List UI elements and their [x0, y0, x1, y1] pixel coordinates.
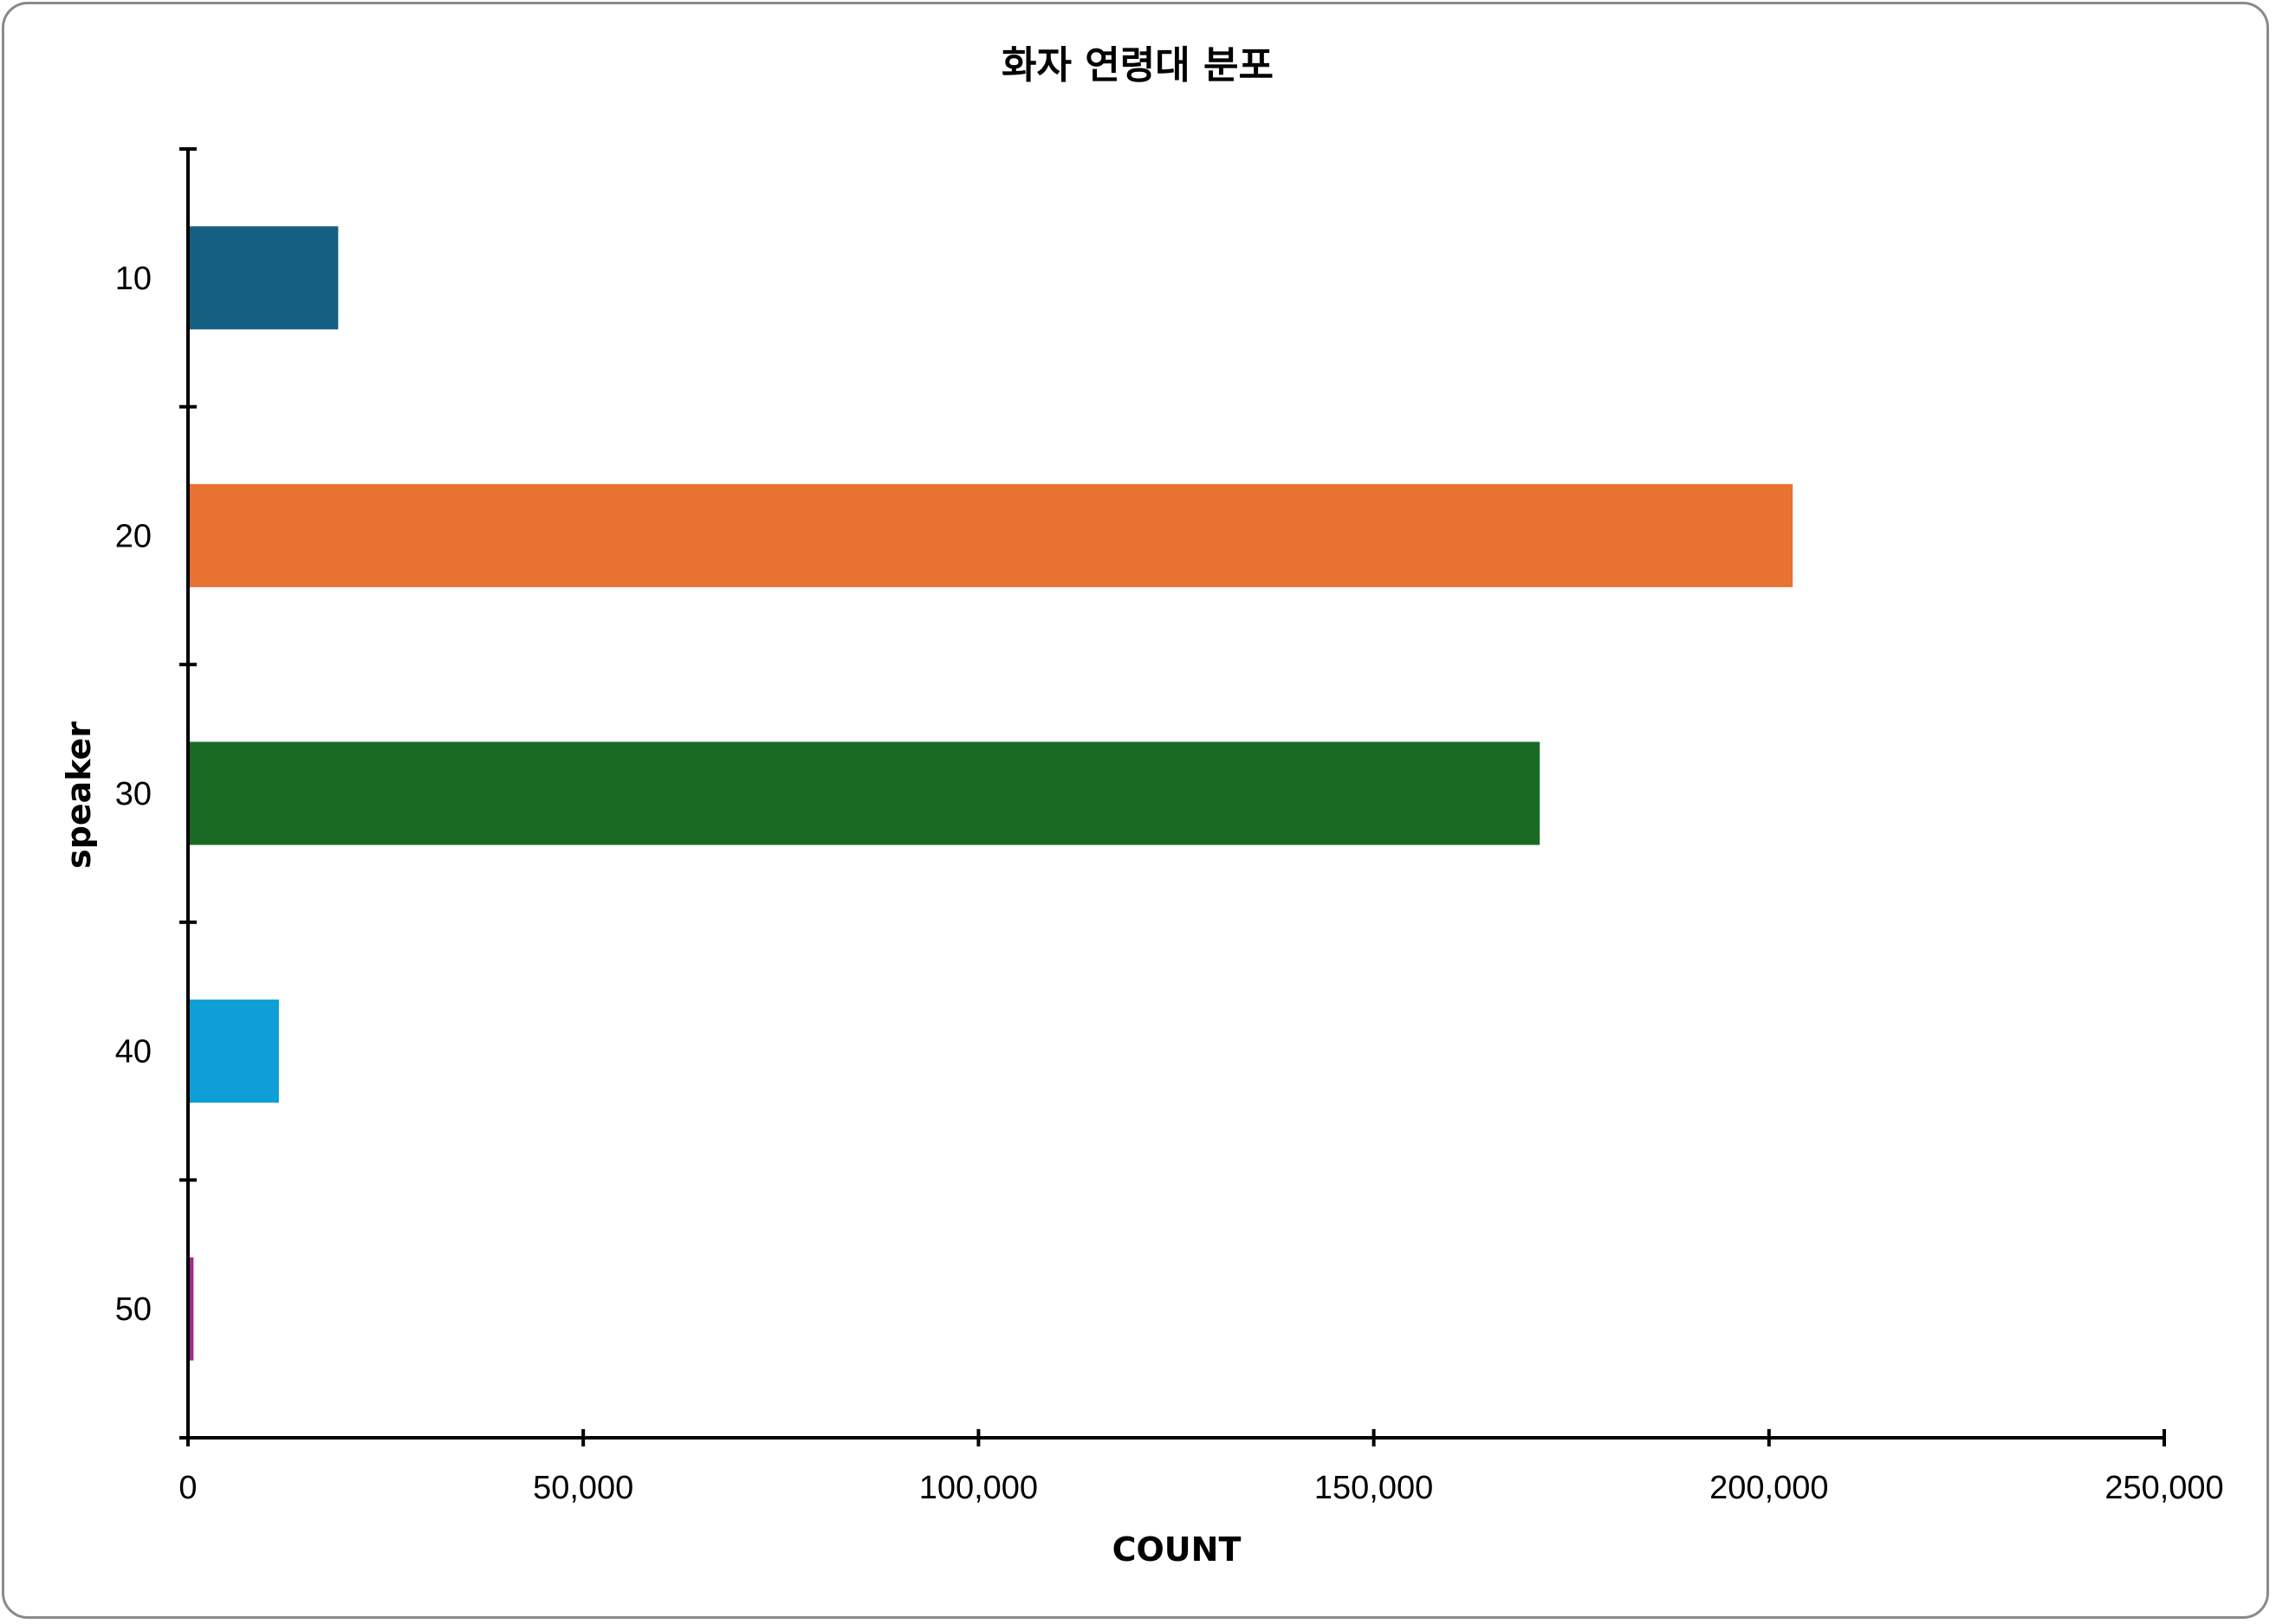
y-tick-label-50: 50 — [115, 1291, 152, 1328]
chart-title: 화자 연령대 분포 — [1002, 43, 1274, 87]
x-tick-label: 50,000 — [533, 1470, 633, 1506]
y-tick-label-20: 20 — [115, 518, 152, 554]
y-tick-label-10: 10 — [115, 261, 152, 297]
bar-40 — [188, 1000, 279, 1103]
bar-20 — [188, 483, 1793, 587]
x-tick-label: 100,000 — [919, 1470, 1038, 1506]
bar-30 — [188, 741, 1540, 845]
bar-10 — [188, 226, 339, 330]
x-tick-label: 0 — [178, 1470, 197, 1506]
y-axis-ticks: 10 20 30 40 50 — [115, 147, 197, 1440]
y-tick-label-40: 40 — [115, 1034, 152, 1071]
x-axis-ticks: 0 50,000 100,000 150,000 200,000 250,000 — [178, 1429, 2224, 1506]
x-tick-label: 150,000 — [1314, 1470, 1433, 1506]
x-tick-label: 250,000 — [2104, 1470, 2223, 1506]
bar-50 — [188, 1257, 194, 1361]
x-axis-title: COUNT — [1112, 1530, 1242, 1569]
x-tick-label: 200,000 — [1709, 1470, 1828, 1506]
bars-group — [188, 226, 1793, 1361]
y-axis-title: speaker — [60, 721, 98, 869]
y-tick-label-30: 30 — [115, 776, 152, 812]
